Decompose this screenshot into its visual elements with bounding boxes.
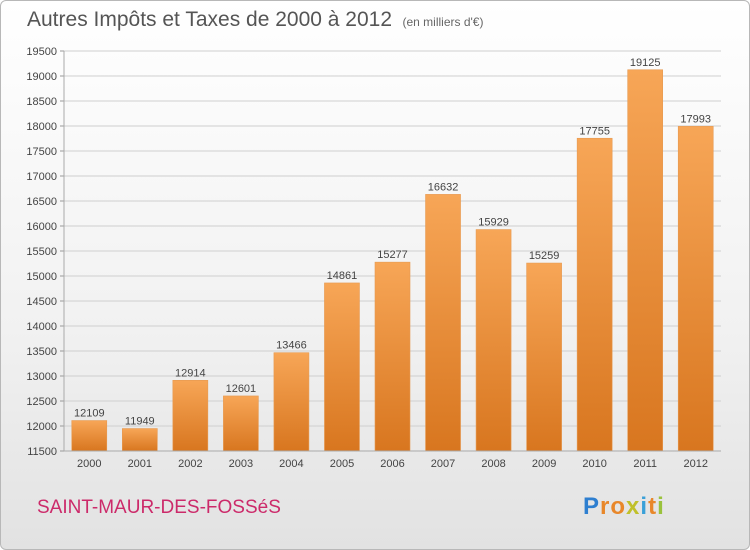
y-tick-label: 16500 (26, 196, 57, 208)
bar[interactable] (475, 229, 512, 452)
y-tick-label: 19000 (26, 71, 57, 83)
data-labels: 12109 11949 12914 12601 13466 14861 15277 16632… (74, 57, 711, 428)
data-label: 19125 (630, 57, 661, 69)
proxiti-logo[interactable]: Proxiti (583, 493, 665, 521)
x-axis: 2000 2001 2002 2003 2004 2005 2006 2007 2008 2009… (64, 450, 721, 470)
logo-letter: o (610, 493, 627, 520)
y-tick-label: 12500 (26, 396, 57, 408)
y-tick-label: 13500 (26, 346, 57, 358)
y-tick-label: 17500 (26, 146, 57, 158)
x-tick-label: 2001 (128, 458, 152, 470)
bar[interactable] (677, 126, 714, 452)
y-tick-label: 16000 (26, 221, 57, 233)
data-label: 11949 (125, 416, 155, 428)
data-label: 12914 (175, 367, 206, 379)
logo-letter: P (583, 493, 601, 520)
bar[interactable] (324, 282, 360, 452)
bar[interactable] (627, 69, 663, 452)
bar[interactable] (273, 352, 310, 452)
data-label: 14861 (327, 270, 358, 282)
bar[interactable] (71, 420, 108, 452)
data-label: 13466 (276, 340, 307, 352)
city-name: SAINT-MAUR-DES-FOSSéS (37, 497, 281, 518)
x-tick-label: 2007 (431, 458, 455, 470)
data-label: 12109 (74, 408, 105, 420)
chart-subtitle: (en milliers d'€) (402, 15, 484, 29)
x-tick-label: 2006 (380, 458, 404, 470)
bar[interactable] (374, 261, 411, 452)
y-tick-label: 17000 (26, 171, 57, 183)
logo-letter: i (657, 493, 665, 520)
logo-letter: i (640, 493, 649, 520)
title-row: Autres Impôts et Taxes de 2000 à 2012 (e… (27, 8, 483, 32)
x-tick-label: 2008 (481, 458, 505, 470)
y-tick-label: 15000 (26, 271, 57, 283)
x-tick-label: 2004 (279, 458, 303, 470)
data-label: 15259 (529, 250, 560, 262)
logo-letter: x (626, 493, 641, 520)
y-axis: 11500 12000 12500 13000 13500 14000 14500 15000… (26, 46, 65, 458)
y-tick-label: 14000 (26, 321, 57, 333)
bars (71, 69, 714, 452)
y-tick-label: 12000 (26, 421, 57, 433)
y-tick-label: 13000 (26, 371, 57, 383)
y-tick-label: 18500 (26, 96, 57, 108)
data-label: 16632 (428, 181, 459, 193)
x-tick-label: 2010 (582, 458, 606, 470)
data-label: 17993 (680, 113, 711, 125)
x-tick-label: 2003 (229, 458, 253, 470)
data-label: 17755 (579, 125, 610, 137)
logo-letter: r (600, 493, 611, 520)
bar[interactable] (425, 194, 461, 452)
x-tick-label: 2012 (683, 458, 707, 470)
bar[interactable] (223, 395, 259, 452)
bar[interactable] (122, 428, 158, 452)
x-tick-label: 2000 (77, 458, 101, 470)
y-tick-label: 14500 (26, 296, 57, 308)
x-tick-label: 2009 (532, 458, 556, 470)
data-label: 15277 (377, 249, 408, 261)
x-tick-label: 2011 (633, 458, 657, 470)
y-tick-label: 18000 (26, 121, 57, 133)
x-tick-label: 2005 (330, 458, 354, 470)
bar[interactable] (172, 379, 209, 452)
x-tick-label: 2002 (178, 458, 202, 470)
bar[interactable] (576, 137, 613, 452)
data-label: 12601 (226, 383, 257, 395)
y-tick-label: 15500 (26, 246, 57, 258)
chart-title: Autres Impôts et Taxes de 2000 à 2012 (27, 8, 393, 31)
logo-letter: t (648, 493, 658, 520)
data-label: 15929 (478, 217, 509, 229)
bar[interactable] (526, 262, 562, 452)
y-tick-label: 11500 (27, 446, 57, 458)
y-tick-label: 19500 (26, 46, 57, 58)
